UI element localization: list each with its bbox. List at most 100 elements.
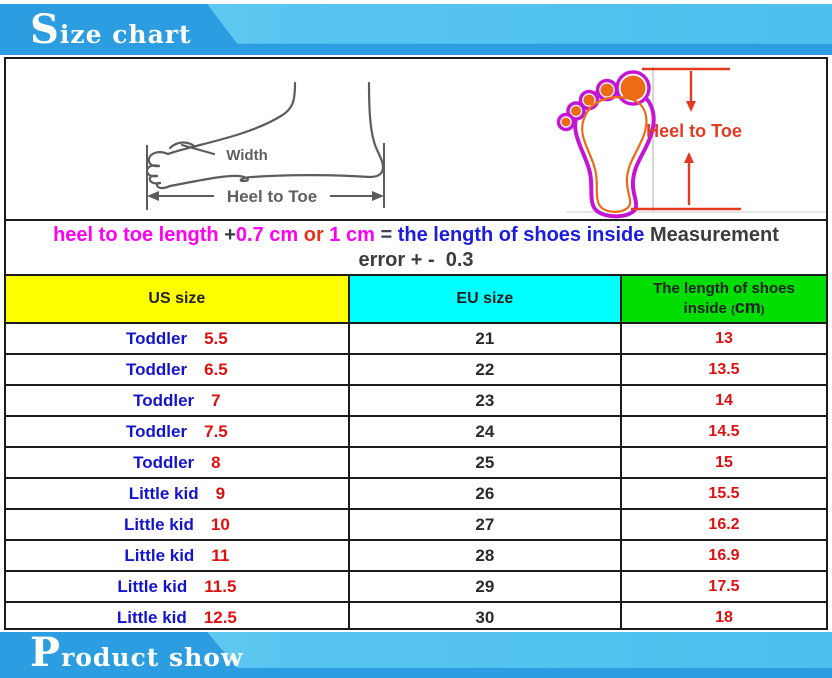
us-size-value: 10 bbox=[210, 514, 230, 534]
header-length-line1: The length of shoes bbox=[653, 279, 795, 297]
note-segment: + bbox=[224, 224, 236, 246]
us-size-cell: Little kid 12.5 bbox=[6, 601, 350, 628]
us-size-category: Little kid bbox=[124, 545, 195, 565]
table-row: Toddler 8 25 15 bbox=[6, 446, 826, 480]
us-size-cell: Toddler 8 bbox=[6, 446, 350, 480]
header-us-size: US size bbox=[6, 276, 350, 324]
length-cell: 13 bbox=[619, 321, 826, 356]
note-segment: heel to toe length bbox=[53, 224, 225, 246]
us-size-category: Toddler bbox=[126, 421, 188, 441]
arrow-down-icon bbox=[686, 101, 696, 112]
table-row: Toddler 7.5 24 14.5 bbox=[6, 415, 826, 449]
us-size-cell: Toddler 7.5 bbox=[6, 415, 350, 449]
us-size-value: 6.5 bbox=[204, 359, 228, 379]
us-size-category: Little kid bbox=[123, 514, 194, 534]
width-label: Width bbox=[226, 147, 268, 164]
table-row: Little kid 12.5 30 18 bbox=[6, 601, 826, 628]
eu-size-cell: 22 bbox=[347, 353, 622, 387]
us-size-category: Little kid bbox=[116, 607, 187, 627]
us-size-category: Toddler bbox=[133, 452, 195, 472]
note-segment: Measurement bbox=[649, 224, 779, 246]
measurement-note: heel to toe length +0.7 cm or 1 cm = the… bbox=[6, 221, 826, 276]
us-size-value: 8 bbox=[211, 452, 221, 472]
length-cell: 15.5 bbox=[619, 477, 826, 511]
note-segment: 0.7 cm bbox=[235, 224, 304, 246]
note-segment: the length of shoes inside bbox=[397, 224, 650, 246]
note-segment: 1 cm bbox=[329, 224, 381, 246]
us-size-category: Toddler bbox=[133, 390, 195, 410]
us-size-category: Toddler bbox=[126, 328, 188, 348]
length-cell: 17.5 bbox=[619, 570, 826, 604]
table-row: Little kid 9 26 15.5 bbox=[6, 477, 826, 511]
us-size-cell: Little kid 9 bbox=[6, 477, 350, 511]
us-size-cell: Little kid 11.5 bbox=[6, 570, 350, 604]
footprint-diagram-icon: Heel to Toe bbox=[556, 67, 826, 219]
note-line-1: heel to toe length +0.7 cm or 1 cm = the… bbox=[6, 223, 826, 248]
foot-side-diagram-icon: Width Heel to Toe bbox=[145, 81, 385, 210]
length-cell: 16.9 bbox=[619, 539, 826, 573]
us-size-value: 7.5 bbox=[204, 421, 228, 441]
length-cell: 14 bbox=[619, 384, 826, 418]
eu-size-cell: 23 bbox=[347, 384, 622, 418]
heel-to-toe-label: Heel to Toe bbox=[227, 187, 317, 206]
length-cell: 16.2 bbox=[619, 508, 826, 542]
product-show-title: Product show bbox=[30, 632, 244, 676]
length-cell: 13.5 bbox=[619, 353, 826, 387]
eu-size-cell: 29 bbox=[347, 570, 622, 604]
us-size-value: 12.5 bbox=[203, 607, 237, 627]
us-size-cell: Toddler 5.5 bbox=[6, 321, 350, 356]
us-size-value: 11.5 bbox=[204, 576, 237, 596]
us-size-value: 7 bbox=[211, 390, 221, 410]
us-size-value: 11 bbox=[211, 545, 230, 565]
eu-size-cell: 21 bbox=[347, 321, 622, 356]
content-box: Width Heel to Toe bbox=[4, 57, 828, 630]
us-size-cell: Toddler 7 bbox=[6, 384, 350, 418]
measurement-diagrams: Width Heel to Toe bbox=[6, 59, 826, 221]
banner-highlight bbox=[207, 4, 832, 44]
table-row: Little kid 11.5 29 17.5 bbox=[6, 570, 826, 604]
size-chart-banner: Size chart bbox=[0, 4, 832, 55]
eu-size-cell: 30 bbox=[347, 601, 622, 628]
us-size-value: 9 bbox=[215, 483, 226, 503]
arrow-up-icon bbox=[684, 152, 694, 163]
us-size-value: 5.5 bbox=[204, 328, 228, 348]
table-row: Little kid 10 27 16.2 bbox=[6, 508, 826, 542]
header-length-inside: The length of shoes inside (cm) bbox=[619, 276, 826, 324]
note-segment: or bbox=[303, 224, 330, 246]
arrow-left-icon bbox=[147, 191, 159, 201]
eu-size-cell: 27 bbox=[347, 508, 622, 542]
header-length-line2: inside (cm) bbox=[622, 296, 826, 320]
note-line-2: error + - 0.3 bbox=[358, 249, 474, 271]
size-table: US size EU size The length of shoes insi… bbox=[6, 276, 826, 628]
table-row: Toddler 5.5 21 13 bbox=[6, 321, 826, 356]
table-row: Toddler 7 23 14 bbox=[6, 384, 826, 418]
eu-size-cell: 26 bbox=[347, 477, 622, 511]
header-row: US size EU size The length of shoes insi… bbox=[6, 276, 826, 324]
us-size-cell: Toddler 6.5 bbox=[6, 353, 350, 387]
us-size-cell: Little kid 11 bbox=[6, 539, 350, 573]
unit-paren-open: ( bbox=[731, 303, 735, 316]
eu-size-cell: 25 bbox=[347, 446, 622, 480]
length-cell: 14.5 bbox=[619, 415, 826, 449]
product-show-banner: Product show bbox=[0, 632, 832, 678]
us-size-category: Little kid bbox=[128, 483, 199, 503]
banner-highlight bbox=[207, 632, 832, 668]
table-row: Little kid 11 28 16.9 bbox=[6, 539, 826, 573]
table-row: Toddler 6.5 22 13.5 bbox=[6, 353, 826, 387]
us-size-cell: Little kid 10 bbox=[6, 508, 350, 542]
eu-size-cell: 28 bbox=[347, 539, 622, 573]
us-size-category: Toddler bbox=[126, 359, 188, 379]
size-chart-title: Size chart bbox=[30, 6, 192, 53]
us-size-category: Little kid bbox=[117, 576, 188, 596]
eu-size-cell: 24 bbox=[347, 415, 622, 449]
footprint-heel-to-toe-label: Heel to Toe bbox=[646, 121, 742, 141]
header-eu-size: EU size bbox=[347, 276, 622, 324]
unit-paren-close: ) bbox=[760, 303, 765, 316]
length-cell: 15 bbox=[619, 446, 826, 480]
arrow-right-icon bbox=[372, 191, 384, 201]
length-cell: 18 bbox=[619, 601, 826, 628]
unit-cm: cm bbox=[734, 296, 761, 317]
note-segment: = bbox=[380, 224, 398, 246]
header-length-inside-word: inside bbox=[683, 299, 732, 317]
